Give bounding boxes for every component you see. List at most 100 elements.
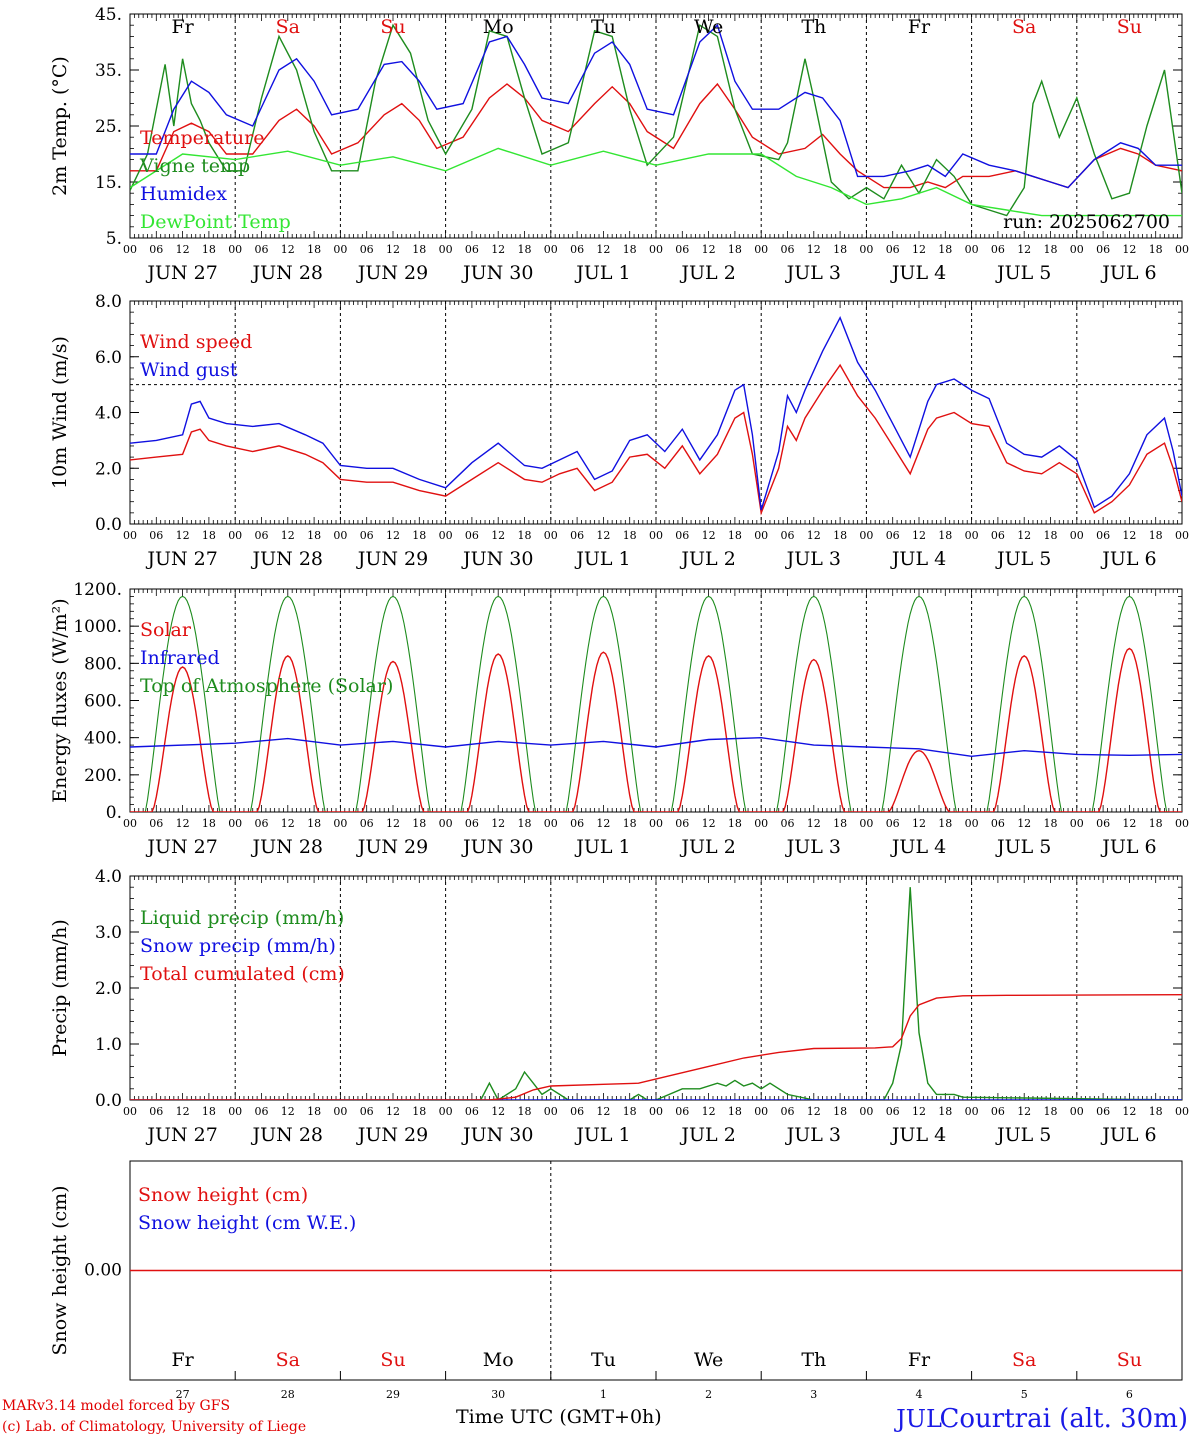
legend-entry: Humidex	[140, 183, 227, 205]
vigne-temp-series	[130, 23, 1182, 217]
hour-tick-label: 00	[228, 817, 242, 830]
legend-entry: Snow height (cm)	[138, 1184, 308, 1206]
plot-frame	[129, 300, 1183, 525]
hour-tick-label: 12	[807, 817, 821, 830]
hour-tick-label: 18	[728, 529, 742, 542]
weekday-label: Su	[380, 16, 405, 38]
hour-tick-label: 00	[859, 529, 873, 542]
total-cumulated-cm--series	[130, 994, 1182, 1100]
hour-tick-label: 12	[702, 243, 716, 256]
y-tick-label: 400.	[84, 729, 122, 749]
hour-tick-label: 12	[596, 529, 610, 542]
hour-tick-label: 06	[1096, 817, 1110, 830]
hour-tick-label: 12	[386, 1105, 400, 1118]
day-number-label: 28	[281, 1388, 295, 1401]
date-label: JUL 4	[890, 836, 946, 858]
hour-tick-label: 00	[1175, 243, 1189, 256]
hour-tick-label: 00	[228, 243, 242, 256]
y-tick-label: 0.	[106, 803, 122, 823]
y-tick-label: 8.0	[95, 292, 122, 312]
hour-tick-label: 06	[149, 1105, 163, 1118]
hour-tick-label: 00	[123, 1105, 137, 1118]
y-tick-label: 3.0	[95, 923, 122, 943]
hour-tick-label: 06	[570, 243, 584, 256]
liquid-precip-mm-h--series	[130, 887, 1182, 1100]
legend-entry: Wind gust	[140, 359, 238, 381]
hour-tick-label: 00	[754, 529, 768, 542]
y-axis-label: Energy fluxes (W/m²)	[49, 598, 71, 802]
hour-tick-label: 06	[255, 243, 269, 256]
hour-tick-label: 06	[255, 817, 269, 830]
date-label: JUL 5	[995, 548, 1051, 570]
hour-tick-label: 00	[544, 529, 558, 542]
legend-entry: Temperature	[140, 127, 264, 149]
weekday-label: Mo	[483, 16, 514, 38]
y-tick-label: 4.0	[95, 867, 122, 887]
hour-tick-label: 00	[649, 243, 663, 256]
hour-tick-label: 18	[938, 1105, 952, 1118]
y-tick-label: 0.0	[95, 515, 122, 535]
hour-tick-label: 12	[912, 1105, 926, 1118]
y-tick-label: 2.0	[95, 459, 122, 479]
hour-tick-label: 12	[281, 243, 295, 256]
hour-tick-label: 06	[465, 817, 479, 830]
y-tick-label: 4.0	[95, 404, 122, 424]
weekday-label: We	[694, 1349, 723, 1371]
hour-tick-label: 18	[728, 817, 742, 830]
hour-tick-label: 12	[386, 243, 400, 256]
hour-tick-label: 18	[518, 243, 532, 256]
day-number-label: 30	[491, 1388, 505, 1401]
y-tick-label: 15.	[95, 173, 122, 193]
hour-tick-label: 00	[965, 1105, 979, 1118]
hour-tick-label: 18	[307, 529, 321, 542]
hour-tick-label: 06	[781, 243, 795, 256]
legend-entry: Snow height (cm W.E.)	[138, 1212, 356, 1234]
weekday-label: Th	[801, 16, 826, 38]
date-label: JUL 5	[995, 1124, 1051, 1146]
date-label: JUN 27	[145, 548, 217, 570]
hour-tick-label: 12	[491, 529, 505, 542]
hour-tick-label: 06	[886, 1105, 900, 1118]
hour-tick-label: 18	[833, 529, 847, 542]
date-label: JUL 4	[890, 1124, 946, 1146]
date-label: JUN 28	[251, 836, 323, 858]
hour-tick-label: 12	[386, 529, 400, 542]
hour-tick-label: 12	[281, 817, 295, 830]
y-tick-label: 0.00	[84, 1261, 122, 1281]
date-label: JUL 1	[574, 548, 630, 570]
hour-tick-label: 18	[938, 529, 952, 542]
hour-tick-label: 12	[491, 817, 505, 830]
hour-tick-label: 18	[202, 529, 216, 542]
hour-tick-label: 06	[886, 243, 900, 256]
date-label: JUL 6	[1100, 836, 1156, 858]
date-label: JUN 29	[356, 262, 428, 284]
hour-tick-label: 00	[439, 529, 453, 542]
hour-tick-label: 06	[991, 1105, 1005, 1118]
hour-tick-label: 06	[360, 243, 374, 256]
date-label: JUL 2	[679, 262, 735, 284]
weekday-label: Su	[1117, 1349, 1142, 1371]
hour-tick-label: 00	[439, 817, 453, 830]
hour-tick-label: 12	[1017, 1105, 1031, 1118]
date-label: JUL 1	[574, 262, 630, 284]
hour-tick-label: 18	[623, 1105, 637, 1118]
hour-tick-label: 06	[465, 529, 479, 542]
hour-tick-label: 18	[728, 243, 742, 256]
solar-series	[130, 647, 1182, 812]
hour-tick-label: 12	[807, 1105, 821, 1118]
plot-frame	[129, 13, 1183, 239]
lab-credit: (c) Lab. of Climatology, University of L…	[2, 1419, 307, 1435]
hour-tick-label: 06	[149, 243, 163, 256]
weekday-label: Sa	[276, 16, 300, 38]
weekday-label: Sa	[1012, 1349, 1036, 1371]
hour-tick-label: 06	[465, 1105, 479, 1118]
legend-entry: Snow precip (mm/h)	[140, 935, 336, 957]
hour-tick-label: 12	[596, 817, 610, 830]
hour-tick-label: 18	[412, 243, 426, 256]
y-tick-label: 1000.	[73, 617, 122, 637]
hour-tick-label: 12	[1122, 817, 1136, 830]
hour-tick-label: 12	[176, 529, 190, 542]
date-label: JUL 3	[785, 1124, 841, 1146]
hour-tick-label: 06	[570, 529, 584, 542]
hour-tick-label: 18	[202, 243, 216, 256]
